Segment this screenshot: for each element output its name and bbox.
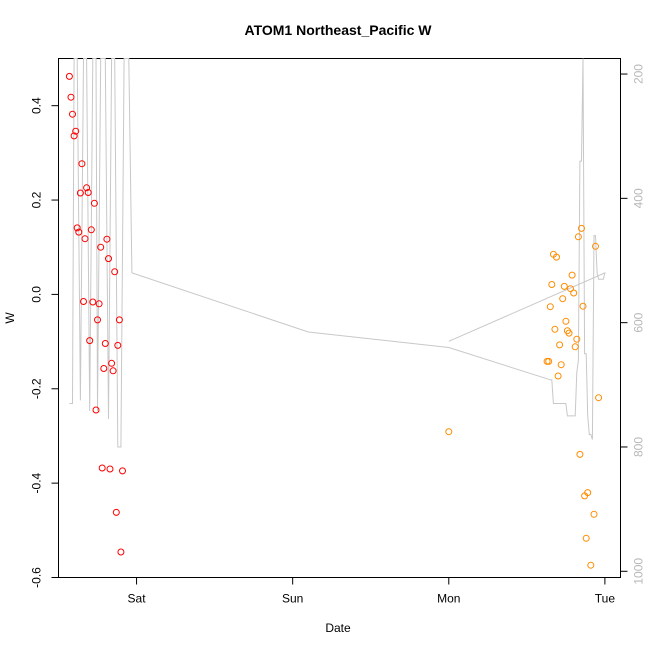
data-point-series-2 — [578, 224, 585, 232]
depth-line-layer — [69, 58, 606, 448]
y-tick-label: 0.0 — [30, 286, 44, 303]
chart-title: ATOM1 Northeast_Pacific W — [245, 22, 433, 38]
data-point-series-2 — [545, 357, 553, 365]
data-point-series-2 — [560, 282, 568, 290]
y2-tick-label: 600 — [632, 312, 646, 332]
x-axis-label: Date — [325, 621, 351, 635]
data-point-series-2 — [595, 394, 603, 402]
data-point-series-1 — [100, 365, 108, 372]
data-point-series-1 — [108, 359, 116, 367]
y2-tick-label: 800 — [632, 437, 646, 457]
data-point-series-2 — [556, 341, 564, 349]
data-point-series-1 — [117, 548, 125, 556]
data-point-series-2 — [548, 281, 556, 288]
y-axis-left: -0.6 -0.4 -0.2 0.0 0.2 0.4 — [30, 97, 59, 588]
data-point-series-1 — [111, 268, 119, 276]
y-tick-label: -0.2 — [30, 378, 44, 399]
data-point-series-2 — [568, 271, 576, 279]
data-point-series-2 — [445, 428, 453, 436]
data-point-series-1 — [114, 341, 122, 349]
data-point-series-2 — [579, 302, 587, 310]
data-point-series-1 — [109, 367, 117, 375]
data-point-series-2 — [546, 303, 554, 311]
data-point-series-1 — [98, 464, 106, 472]
data-point-series-1 — [84, 189, 92, 196]
data-point-series-2 — [557, 361, 565, 369]
data-point-series-2 — [562, 317, 570, 325]
data-point-series-1 — [112, 508, 120, 516]
data-point-series-2 — [551, 325, 559, 333]
data-point-series-2 — [587, 561, 595, 569]
data-point-series-1 — [105, 255, 112, 263]
data-point-series-1 — [92, 406, 100, 414]
x-axis: Sat Sun Mon Tue — [128, 577, 616, 606]
y-axis-right: 200 400 600 800 1000 — [620, 64, 646, 585]
y-tick-label: -0.6 — [30, 567, 44, 588]
data-point-series-1 — [70, 132, 78, 140]
data-point-series-1 — [78, 160, 86, 168]
data-point-series-1 — [103, 235, 111, 243]
data-point-series-1 — [76, 189, 84, 197]
data-point-series-2 — [559, 295, 567, 303]
y-tick-label: -0.4 — [30, 472, 44, 493]
data-point-series-1 — [115, 316, 123, 324]
data-point-series-1 — [80, 298, 87, 305]
data-point-series-1 — [106, 465, 114, 473]
data-point-series-2 — [592, 242, 599, 250]
y-tick-label: 0.2 — [30, 191, 44, 208]
data-point-series-1 — [90, 199, 98, 207]
data-point-series-1 — [89, 298, 97, 306]
data-point-series-1 — [65, 72, 73, 80]
data-point-series-1 — [75, 228, 83, 236]
data-point-series-2 — [584, 489, 592, 497]
data-point-series-1 — [81, 235, 89, 243]
points-layer — [65, 72, 603, 569]
y2-tick-label: 1000 — [632, 558, 646, 585]
data-point-series-1 — [73, 224, 81, 232]
y2-tick-label: 200 — [632, 64, 646, 84]
data-point-series-2 — [573, 335, 581, 343]
y-axis-label: W — [3, 312, 17, 324]
plot-frame — [58, 58, 621, 578]
data-point-series-2 — [574, 233, 582, 241]
data-point-series-2 — [554, 372, 562, 380]
data-point-series-1 — [119, 467, 126, 475]
x-tick-label: Mon — [437, 592, 460, 606]
data-point-series-2 — [570, 289, 578, 297]
data-point-series-2 — [565, 329, 573, 337]
data-point-series-1 — [86, 337, 94, 345]
depth-line — [69, 58, 606, 448]
x-tick-label: Tue — [595, 592, 616, 606]
data-point-series-1 — [94, 316, 101, 324]
x-tick-label: Sat — [128, 592, 147, 606]
x-tick-label: Sun — [282, 592, 303, 606]
data-point-series-1 — [67, 93, 75, 101]
data-point-series-2 — [582, 534, 590, 542]
y-tick-label: 0.4 — [30, 97, 44, 114]
data-point-series-1 — [95, 300, 103, 308]
data-point-series-1 — [72, 127, 80, 135]
data-point-series-1 — [97, 243, 105, 251]
data-point-series-2 — [576, 450, 584, 458]
data-point-series-1 — [87, 226, 95, 234]
data-point-series-1 — [101, 340, 109, 347]
data-point-series-2 — [571, 343, 579, 351]
data-point-series-2 — [590, 510, 598, 518]
data-point-series-1 — [83, 184, 91, 192]
data-point-series-2 — [553, 253, 560, 261]
y2-tick-label: 400 — [632, 188, 646, 208]
data-point-series-1 — [69, 110, 76, 118]
